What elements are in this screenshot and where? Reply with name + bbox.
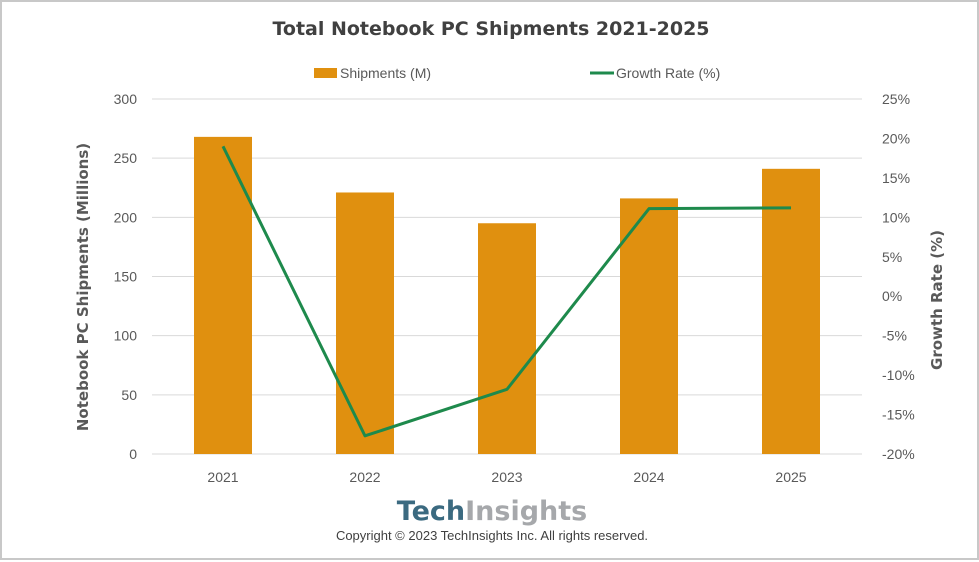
y2-tick-label: 20% [882,130,910,146]
x-tick-label: 2022 [349,469,380,485]
legend-label-growth: Growth Rate (%) [616,65,720,81]
legend: Shipments (M) Growth Rate (%) [314,65,720,81]
y-tick-label: 200 [114,209,138,225]
logo-part-insights: Insights [465,496,587,527]
y2-tick-label: -10% [882,367,915,383]
x-axis-ticks: 2021 2022 2023 2024 2025 [207,469,806,485]
techinsights-logo: TechInsights [397,496,588,527]
x-tick-label: 2023 [491,469,522,485]
y-tick-label: 50 [121,387,137,403]
y-tick-label: 150 [114,269,138,285]
legend-label-shipments: Shipments (M) [340,65,431,81]
y2-tick-label: -15% [882,407,915,423]
y-tick-label: 250 [114,150,138,166]
y2-tick-label: 10% [882,209,910,225]
bar-2025 [762,169,820,454]
x-tick-label: 2025 [775,469,806,485]
bar-series [194,137,820,454]
y-tick-label: 0 [129,446,137,462]
y2-tick-label: 5% [882,249,902,265]
y2-axis-ticks: -20% -15% -10% -5% 0% 5% 10% 15% 20% 25% [882,91,915,462]
y2-tick-label: -20% [882,446,915,462]
y2-tick-label: 15% [882,170,910,186]
x-tick-label: 2021 [207,469,238,485]
chart-title: Total Notebook PC Shipments 2021-2025 [272,18,709,40]
legend-swatch-shipments [314,68,337,78]
y2-tick-label: -5% [882,328,907,344]
bar-2023 [478,223,536,454]
y2-tick-label: 0% [882,288,902,304]
y-tick-label: 100 [114,328,138,344]
y2-axis-label: Growth Rate (%) [928,230,946,370]
y-axis-label: Notebook PC Shipments (Millions) [74,143,92,431]
logo-part-tech: Tech [397,496,465,527]
y2-tick-label: 25% [882,91,910,107]
y-axis-ticks: 0 50 100 150 200 250 300 [114,91,138,462]
x-tick-label: 2024 [633,469,664,485]
y-tick-label: 300 [114,91,138,107]
bar-2022 [336,192,394,454]
copyright-text: Copyright © 2023 TechInsights Inc. All r… [336,528,648,543]
